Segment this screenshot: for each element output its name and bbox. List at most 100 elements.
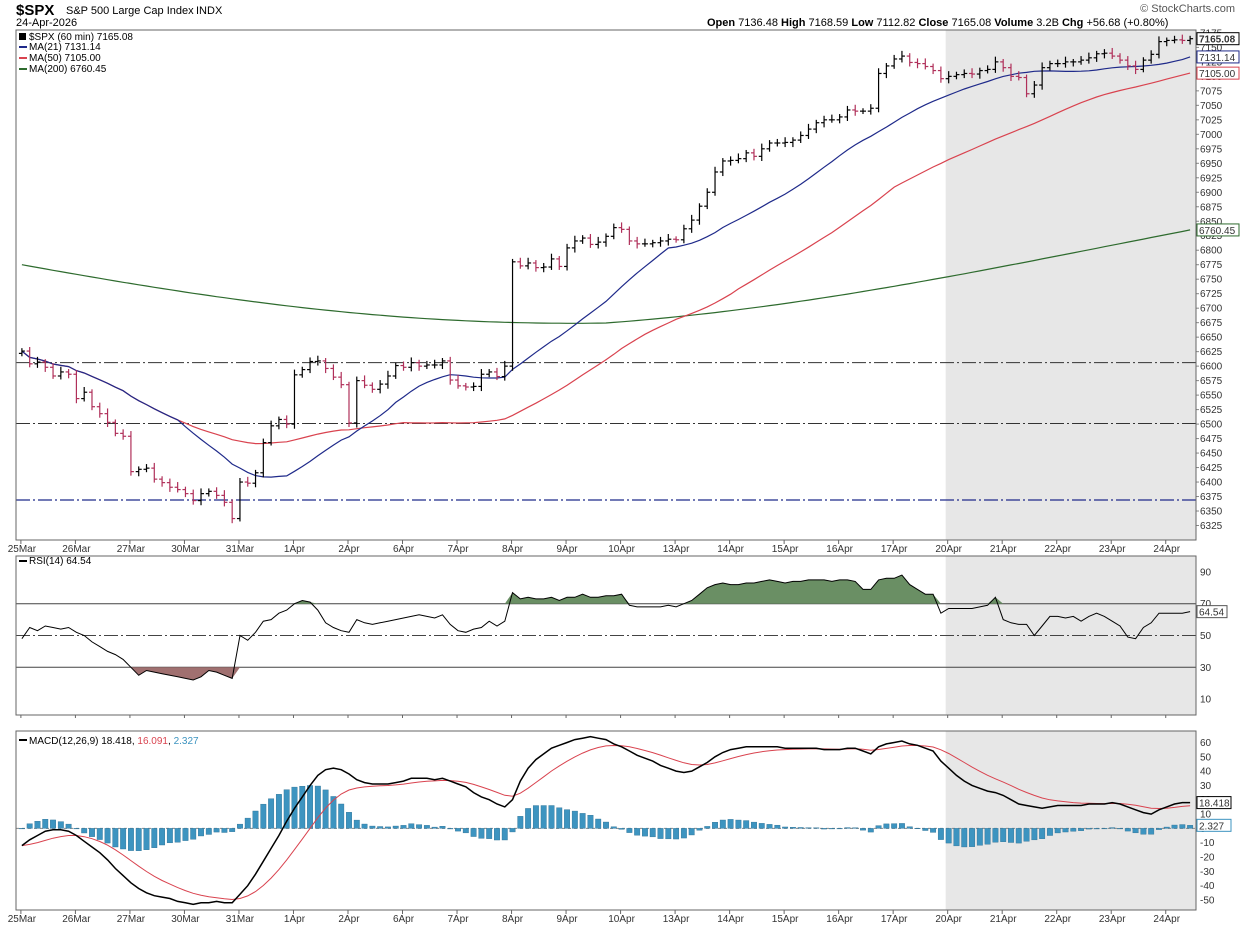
macd-y-tick-label: -40 [1200, 881, 1215, 892]
price-y-tick-label: 7050 [1200, 101, 1223, 112]
macd-hist-bar [96, 828, 103, 840]
rsi-last-value-frame [1196, 605, 1228, 619]
macd-hist-bar [73, 828, 80, 830]
macd-y-tick-label: 30 [1200, 781, 1212, 792]
volume-label: Volume [994, 17, 1033, 29]
macd-hist-bar [143, 828, 150, 850]
price-x-tick-label: 22Apr [1044, 544, 1071, 555]
macd-hist-bar [891, 823, 898, 829]
price-bar [408, 357, 415, 372]
macd-hist-bar [112, 828, 119, 848]
price-bar [260, 438, 267, 478]
price-legend: $SPX (60 min) 7165.08 MA(21) 7131.14 MA(… [19, 32, 133, 75]
price-bar [151, 462, 158, 483]
macd-hist-bar [486, 828, 493, 839]
price-bar [844, 105, 851, 121]
price-bar [860, 108, 867, 115]
price-y-tick-label: 6750 [1200, 275, 1223, 286]
price-bar [377, 380, 384, 394]
macd-hist-bar [914, 827, 921, 829]
macd-last-value-frame [1196, 818, 1232, 832]
macd-hist-bar [1023, 828, 1030, 842]
macd-hist-bar [314, 785, 321, 829]
price-last-value-box: 6760.45 [1196, 223, 1240, 237]
macd-last-value-text: 18.418 [1199, 799, 1230, 810]
macd-hist-bar [751, 821, 757, 829]
macd-panel-frame [15, 730, 1197, 911]
price-x-tick-label: 31Mar [226, 544, 255, 555]
macd-hist-bar [665, 828, 672, 840]
macd-hist-bar [346, 812, 352, 829]
price-bar [743, 149, 750, 163]
macd-hist-bar [727, 819, 734, 829]
price-bar [610, 223, 617, 240]
legend-ma50: MA(50) 7105.00 [29, 53, 101, 64]
macd-hist-bar [494, 828, 500, 841]
price-bar [166, 478, 173, 492]
price-y-tick-label: 6550 [1200, 391, 1223, 402]
price-bar [532, 260, 539, 272]
price-bar [1093, 50, 1100, 62]
macd-hist-bar [704, 826, 711, 829]
macd-hist-bar [268, 798, 275, 829]
price-x-tick-label: 7Apr [447, 544, 469, 555]
price-bar [1085, 52, 1092, 64]
macd-hist-bar [213, 828, 220, 833]
price-bar [828, 114, 835, 123]
rsi-y-tick-label: 30 [1200, 663, 1212, 674]
price-bar [236, 477, 243, 522]
price-bar [1023, 74, 1030, 98]
price-bar [345, 381, 352, 427]
macd-hist-bar [447, 828, 454, 830]
price-bar [735, 153, 742, 164]
legend-price: $SPX (60 min) 7165.08 [29, 32, 133, 43]
price-last-value-frame [1196, 223, 1240, 237]
price-last-value-text: 7105.00 [1199, 69, 1236, 80]
macd-hist-bar [603, 821, 609, 829]
macd-hist-bar [797, 827, 804, 829]
macd-y-tick-label: -10 [1200, 838, 1215, 849]
macd-hist-bar [860, 828, 866, 831]
symbol-title: $SPX [16, 2, 54, 19]
macd-hist-bar [1163, 826, 1170, 829]
macd-hist-bar [1148, 828, 1155, 835]
macd-hist-bar [353, 819, 360, 829]
price-x-tick-label: 21Apr [990, 544, 1017, 555]
price-bar [416, 359, 423, 371]
price-bar [571, 235, 578, 253]
macd-hist-bar [1054, 828, 1061, 834]
price-bar [961, 69, 968, 79]
price-bar [159, 476, 166, 487]
price-bar [50, 363, 57, 379]
price-y-tick-label: 6425 [1200, 463, 1223, 474]
macd-hist-bar [1179, 824, 1186, 829]
macd-hist-bar [42, 819, 49, 829]
price-x-tick-label: 25Mar [8, 544, 37, 555]
price-bar [548, 253, 555, 270]
macd-hist-bar [1031, 828, 1038, 841]
price-bar [307, 357, 314, 374]
price-bar [1015, 71, 1022, 81]
macd-hist-bar [416, 824, 423, 829]
price-bar [431, 359, 438, 369]
price-bar [1155, 36, 1162, 59]
price-bar [423, 360, 430, 370]
price-bar [595, 236, 602, 249]
price-bar [641, 238, 648, 247]
price-y-tick-label: 6825 [1200, 231, 1223, 242]
legend-macd-label: MACD(12,26,9) [29, 736, 98, 747]
macd-hist-bar [229, 828, 236, 832]
price-x-tick-label: 1Apr [284, 544, 306, 555]
price-bar [221, 490, 228, 507]
price-x-tick-label: 9Apr [556, 544, 578, 555]
price-bar [922, 58, 929, 70]
macd-x-tick-label: 7Apr [447, 914, 469, 925]
price-bar [213, 487, 220, 499]
macd-hist-bar [1062, 828, 1069, 833]
price-y-tick-label: 6600 [1200, 362, 1223, 373]
price-bar [120, 429, 127, 440]
price-bar [1039, 62, 1046, 90]
macd-hist-bar [1171, 824, 1178, 829]
price-bar [805, 123, 812, 139]
macd-hist-bar [1085, 828, 1092, 830]
